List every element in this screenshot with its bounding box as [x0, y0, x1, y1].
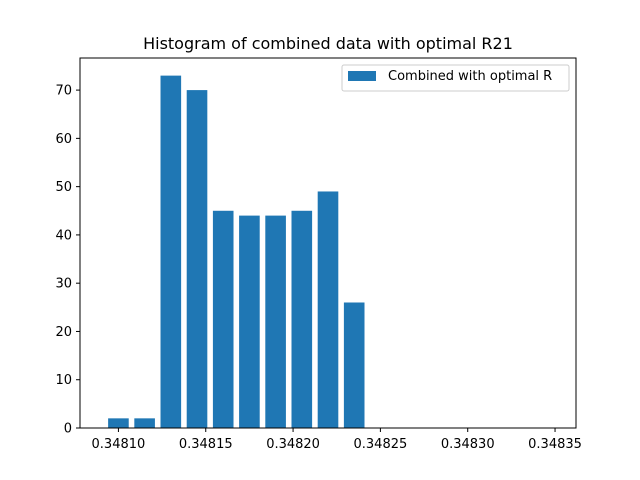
y-tick-label: 0 [64, 422, 72, 437]
bar-8 [317, 191, 339, 428]
x-tick-label: 0.34815 [179, 437, 233, 452]
y-tick-label: 20 [55, 325, 72, 340]
x-tick-label: 0.34830 [441, 437, 495, 452]
legend-swatch [348, 71, 376, 81]
x-tick-label: 0.34810 [92, 437, 146, 452]
bar-2 [160, 75, 182, 428]
x-tick-label: 0.34825 [354, 437, 408, 452]
y-tick-label: 40 [55, 228, 72, 243]
x-axis-ticks: 0.34810 0.34815 0.34820 0.34825 0.34830 0.348… [92, 428, 582, 452]
legend: Combined with optimal R [341, 64, 570, 92]
x-tick-label: 0.34820 [266, 437, 320, 452]
legend-label: Combined with optimal R [388, 69, 552, 84]
bar-1 [134, 418, 155, 428]
bar-7 [291, 210, 313, 428]
axes-frame [79, 57, 577, 429]
legend-box [341, 64, 570, 92]
x-tick-label: 0.34835 [528, 437, 582, 452]
bars-group [108, 75, 365, 428]
y-tick-label: 10 [55, 373, 72, 388]
bar-4 [212, 210, 234, 428]
y-tick-label: 50 [55, 180, 72, 195]
chart-title: Histogram of combined data with optimal … [143, 34, 513, 53]
y-axis-ticks: 0 10 20 30 40 50 60 70 [55, 84, 80, 437]
bar-3 [186, 90, 208, 428]
y-tick-label: 70 [55, 84, 72, 99]
bar-0 [108, 418, 129, 428]
bar-5 [239, 215, 260, 428]
y-tick-label: 60 [55, 132, 72, 147]
y-tick-label: 30 [55, 277, 72, 292]
bar-9 [343, 302, 365, 428]
bar-6 [265, 215, 286, 428]
